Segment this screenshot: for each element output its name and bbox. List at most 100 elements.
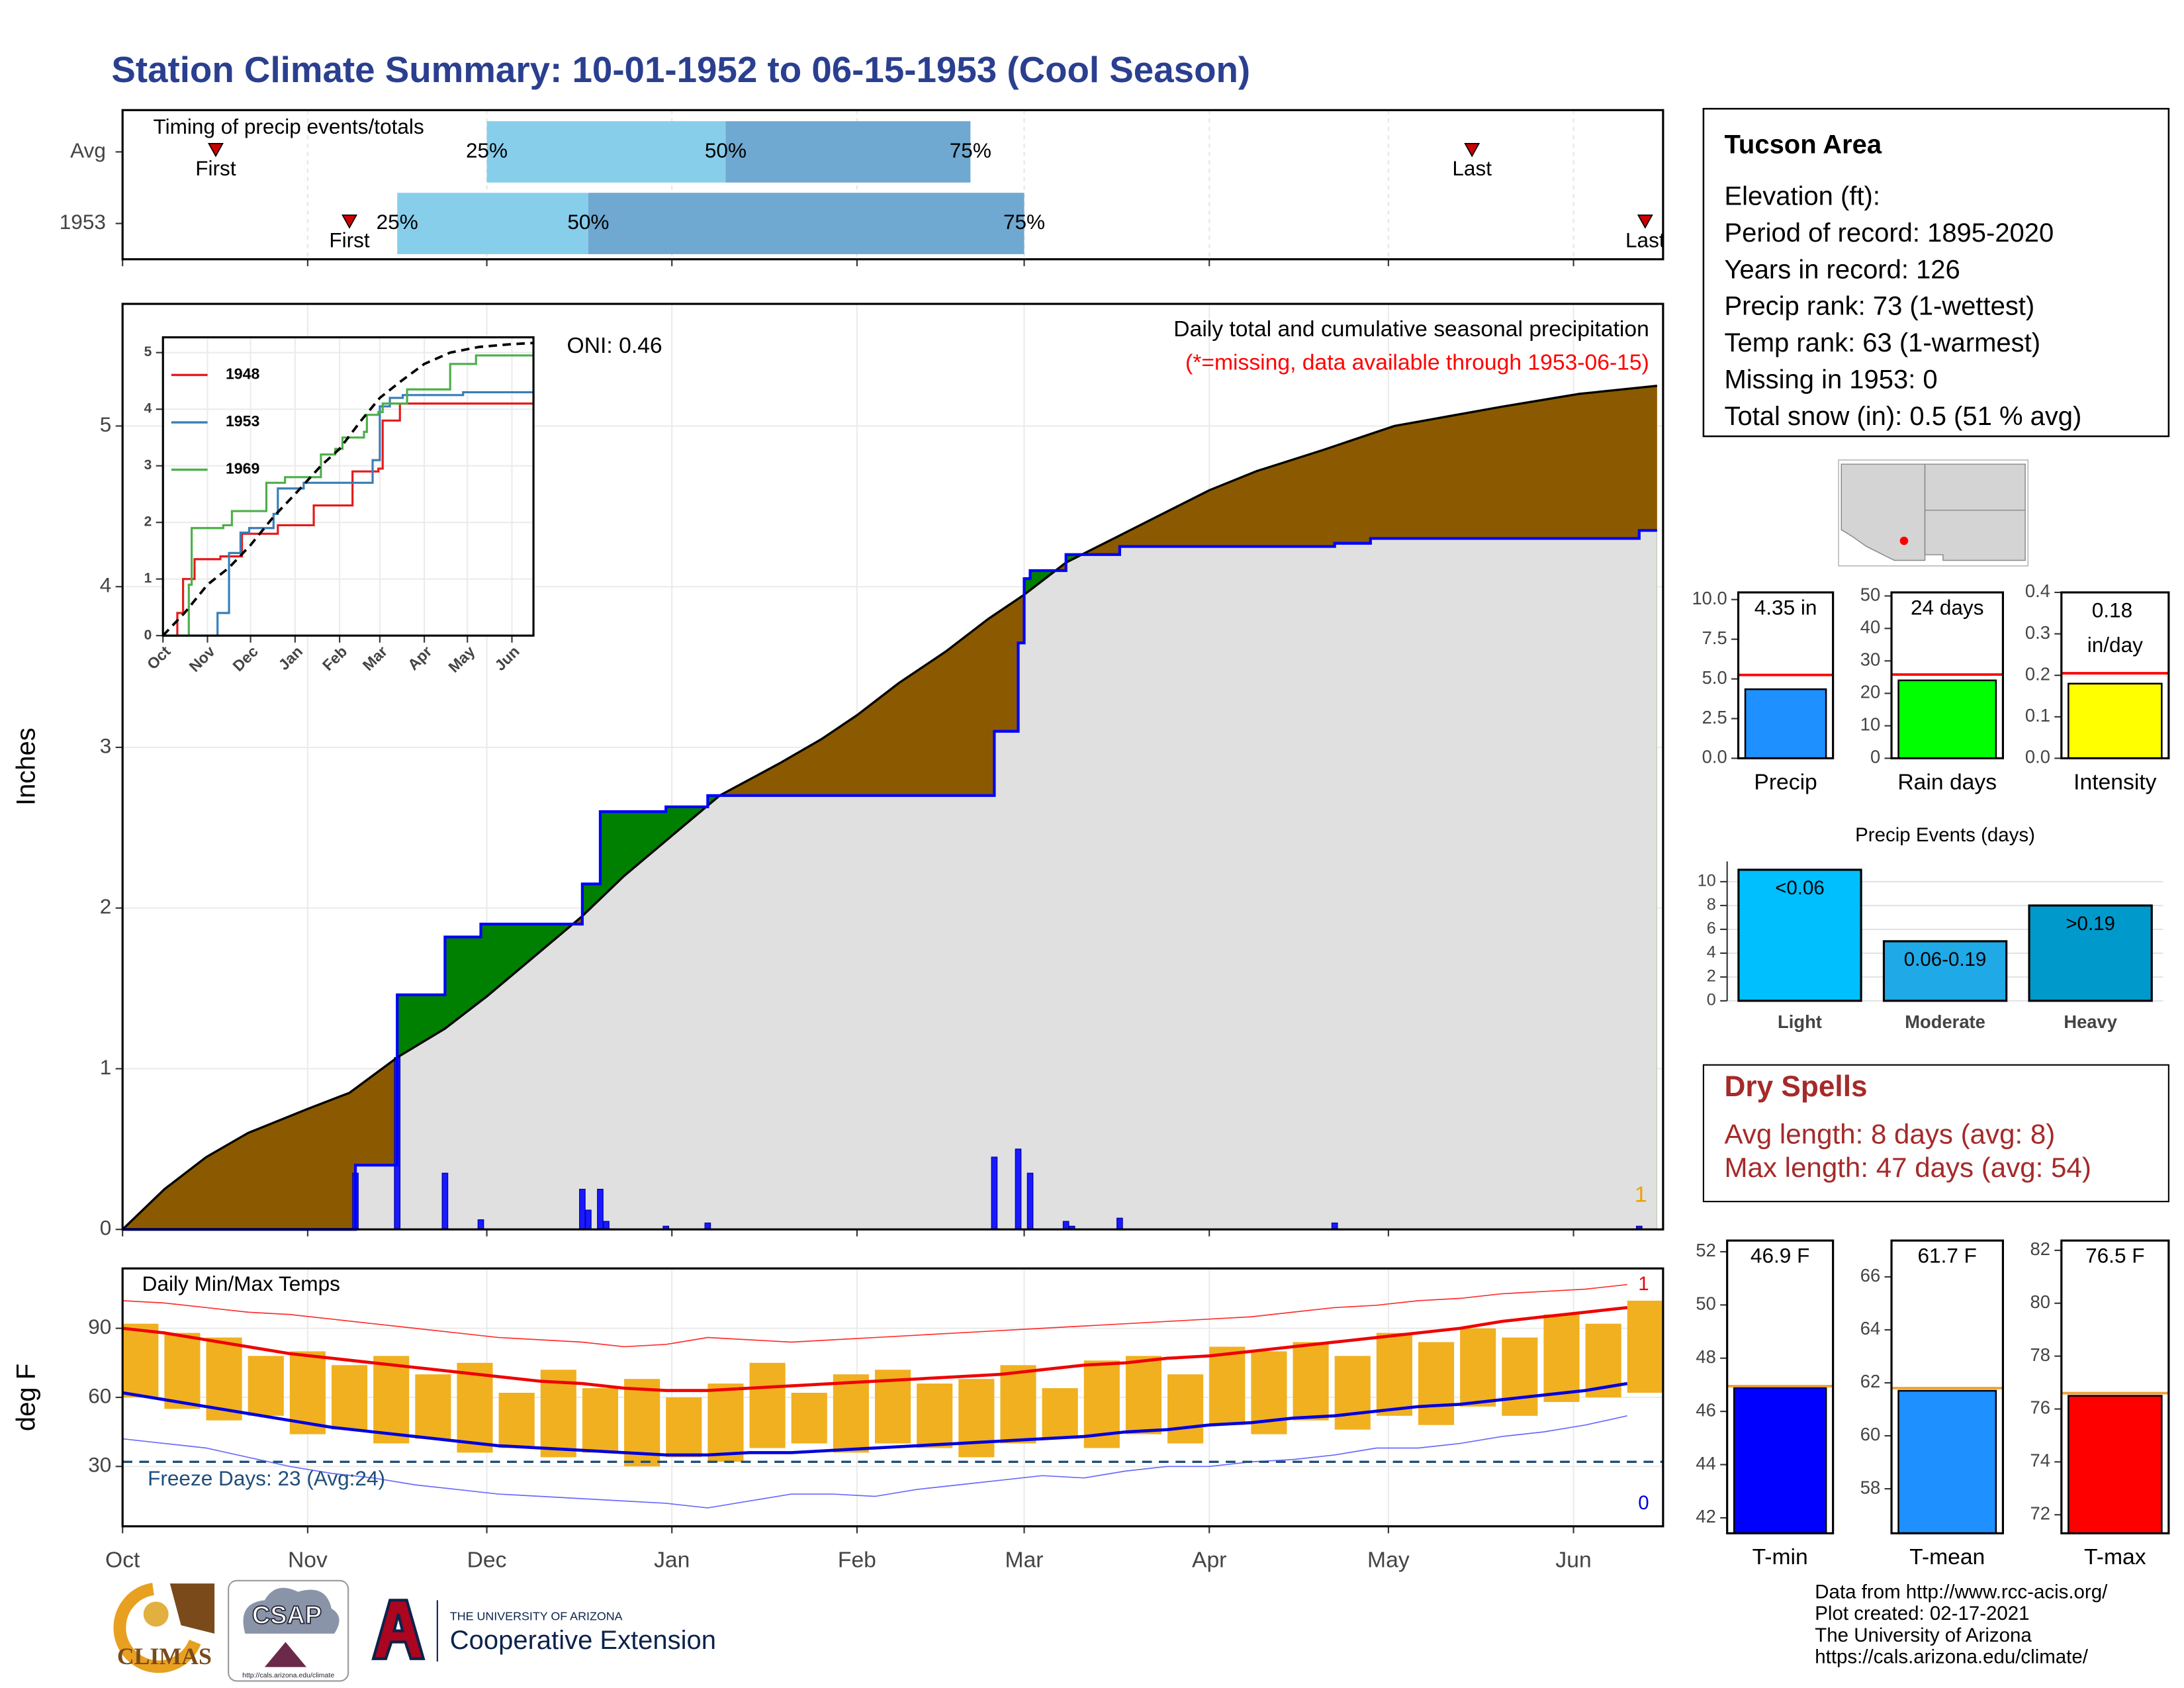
y-tick-label: 0 (1870, 747, 1880, 767)
dry-spell-line: Max length: 47 days (avg: 54) (1724, 1152, 2091, 1183)
legend-label: 1948 (226, 365, 260, 383)
value-label: 61.7 F (1917, 1244, 1976, 1268)
daily-temp-bar (248, 1356, 284, 1416)
x-tick-label: Dec (467, 1548, 507, 1572)
category-label: Moderate (1905, 1011, 1985, 1032)
x-tick-label: Feb (838, 1548, 876, 1572)
daily-temp-bar (1209, 1346, 1246, 1425)
x-tick-label: May (1367, 1548, 1410, 1572)
event-label: First (329, 228, 370, 252)
value-label: 24 days (1911, 596, 1984, 620)
x-tick-label: Apr (1192, 1548, 1226, 1572)
daily-precip-bar (1015, 1149, 1022, 1230)
y-tick-label: 10 (1698, 872, 1716, 890)
bar (2028, 904, 2153, 1002)
y-tick-label: 40 (1860, 617, 1880, 637)
quartile-bar (588, 193, 1024, 254)
cumulative-season-line (122, 529, 1657, 1231)
y-tick-label: 5 (144, 344, 152, 359)
daily-temp-bar (1418, 1342, 1455, 1425)
y-tick-label: 2 (144, 514, 152, 530)
y-tick-label: 2 (1707, 967, 1716, 986)
x-tick-label: Oct (105, 1548, 140, 1572)
plot-frame (121, 109, 1664, 261)
y-tick-label: 78 (2030, 1344, 2050, 1365)
temp-line (122, 1284, 1627, 1348)
daily-temp-bar (917, 1383, 953, 1448)
map-state (1924, 463, 2026, 561)
x-tick-label: Mar (1005, 1548, 1044, 1572)
chart-title: Daily Min/Max Temps (142, 1272, 340, 1295)
y-tick-label: 64 (1860, 1318, 1880, 1338)
logo-shape (169, 1583, 215, 1634)
daily-temp-bar (1543, 1314, 1580, 1402)
y-tick-label: 74 (2030, 1450, 2050, 1471)
daily-temp-bar (582, 1388, 619, 1453)
plot-frame (161, 336, 535, 637)
plot-frame (1890, 591, 2004, 760)
value-label: 46.9 F (1751, 1244, 1809, 1268)
value-label: 0.18 in/day (2087, 598, 2143, 657)
y-tick-label: 7.5 (1702, 628, 1727, 648)
daily-temp-bar (1460, 1328, 1496, 1407)
plot-frame (2060, 591, 2170, 760)
climas-logo: CLIMAS (113, 1583, 215, 1673)
y-tick-label: 62 (1860, 1371, 1880, 1391)
daily-temp-bar (791, 1393, 827, 1444)
y-tick-label: 48 (1696, 1346, 1715, 1367)
y-tick-label: 0.0 (2025, 747, 2050, 767)
daily-temp-bar (749, 1362, 786, 1448)
y-tick-label: 20 (1860, 682, 1880, 702)
logo-text: Cooperative Extension (450, 1626, 716, 1655)
y-tick-label: 2.5 (1702, 707, 1727, 727)
y-tick-label: 0 (1707, 991, 1716, 1009)
oni-label: ONI: 0.46 (567, 334, 662, 358)
daily-precip-bar (597, 1188, 604, 1230)
event-marker (1464, 142, 1480, 158)
daily-temp-bar (833, 1374, 869, 1453)
event-label: First (195, 156, 236, 180)
y-tick-label: 0.3 (2025, 622, 2050, 643)
y-tick-label: 50 (1696, 1293, 1715, 1314)
daily-temp-bar (373, 1356, 410, 1444)
y-tick-label: 30 (1860, 649, 1880, 670)
daily-temp-bar (707, 1383, 744, 1462)
y-tick-label: 2 (100, 894, 112, 918)
category-label: Precip (1754, 770, 1817, 794)
y-tick-label: 0 (144, 628, 152, 643)
record-low-count: 0 (1638, 1492, 1649, 1514)
daily-precip-bar (441, 1172, 449, 1230)
value-label: <0.06 (1775, 877, 1825, 899)
info-line: Total snow (in): 0.5 (51 % avg) (1724, 402, 2081, 431)
timing-title: Timing of precip events/totals (154, 115, 424, 138)
y-tick-label: 3 (100, 733, 112, 757)
daily-temp-bar (164, 1333, 201, 1409)
quartile-label: 50% (567, 210, 609, 234)
y-tick-label: 50 (1860, 585, 1880, 605)
category-label: T-mean (1909, 1545, 1985, 1570)
daily-temp-bar (415, 1374, 451, 1439)
y-tick-label: 42 (1696, 1506, 1715, 1526)
y-tick-label: 90 (88, 1315, 111, 1338)
info-line: Period of record: 1895-2020 (1724, 218, 2054, 248)
y-tick-label: 1 (100, 1055, 112, 1079)
plot-frame (2060, 1239, 2170, 1534)
bar (2068, 682, 2163, 759)
temp-line (122, 1415, 1627, 1509)
daily-temp-bar (1293, 1342, 1329, 1421)
logo-shape (143, 1601, 169, 1627)
station-dot (1899, 536, 1909, 545)
y-tick-label: 0.2 (2025, 663, 2050, 684)
info-box (1702, 107, 2170, 438)
daily-precip-bar (603, 1221, 610, 1230)
legend-label: 1953 (226, 412, 260, 430)
x-tick-label: Jan (654, 1548, 690, 1572)
record-high-count: 1 (1638, 1273, 1649, 1295)
logo-shape (264, 1642, 307, 1667)
info-title: Tucson Area (1724, 130, 1882, 160)
plot-frame (1737, 591, 1835, 760)
dry-spells-title: Dry Spells (1724, 1070, 1867, 1103)
y-tick-label: 0.4 (2025, 581, 2050, 601)
footer-line: The University of Arizona (1815, 1624, 2032, 1646)
